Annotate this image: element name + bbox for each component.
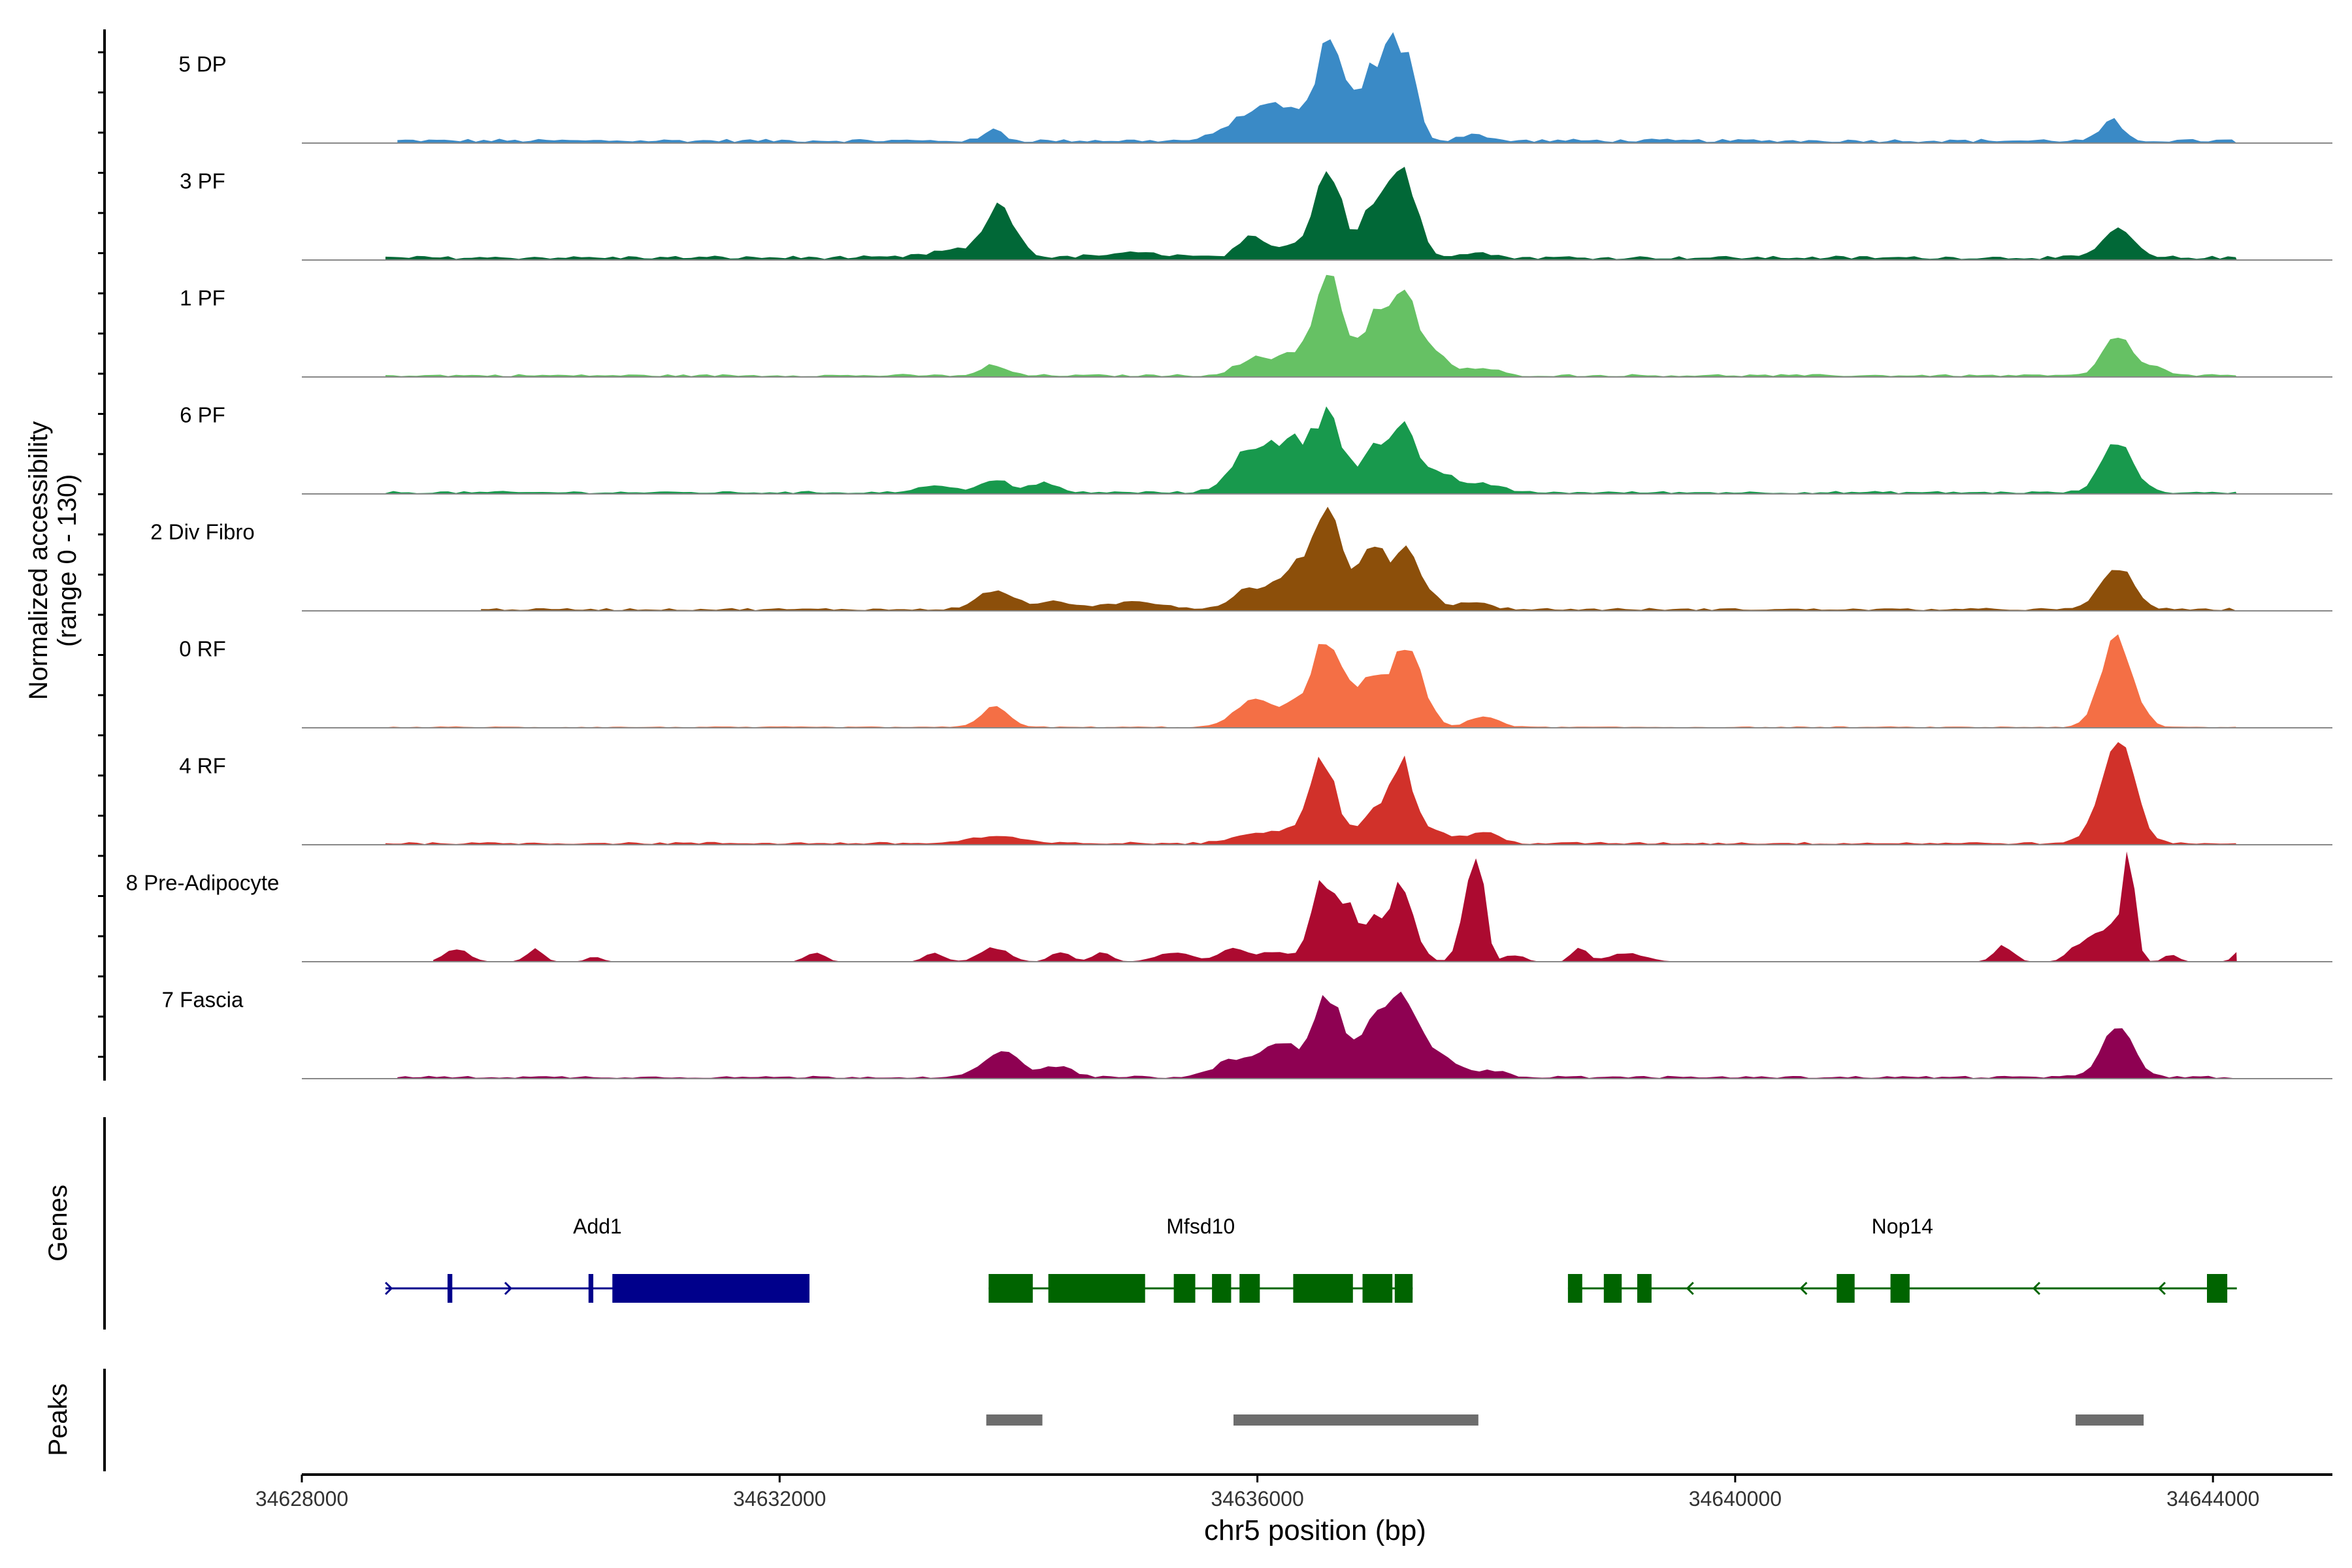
coverage-area [385,274,2237,377]
track-label: 2 Div Fibro [150,520,255,544]
x-tick-label: 34628000 [255,1487,348,1511]
coverage-track: 1 PF [180,274,2332,378]
track-label: 6 PF [180,403,225,427]
peaks-panel-label: Peaks [44,1383,73,1456]
gene-exon [1048,1274,1145,1303]
genes-panel-label: Genes [44,1184,73,1262]
gene-exon [1239,1274,1260,1303]
gene-exon [1603,1274,1622,1303]
coverage-track: 2 Div Fibro [150,506,2332,612]
x-axis-title: chr5 position (bp) [1204,1514,1426,1546]
x-tick-label: 34632000 [733,1487,826,1511]
gene-exon [1837,1274,1855,1303]
gene-exon [1394,1274,1413,1303]
gene-exon [1362,1274,1393,1303]
gene-exon [612,1274,809,1303]
track-label: 1 PF [180,286,225,310]
gene-exon [1212,1274,1232,1303]
coverage-track: 5 DP [178,32,2332,144]
coverage-track: 4 RF [179,742,2332,845]
track-label: 5 DP [178,52,226,76]
gene-exon [1567,1274,1582,1303]
x-axis: 34628000 34632000 34636000 34640000 34644000 [255,1473,2332,1511]
track-label: 0 RF [179,637,226,661]
coverage-area [481,506,2237,611]
coverage-area [385,167,2237,260]
strand-arrow-icon [2157,1281,2166,1296]
y-axis-title-line1: Normalized accessibility [24,421,53,700]
coverage-track: 7 Fascia [162,988,2332,1079]
gene-exon [1637,1274,1652,1303]
peak-region [2075,1414,2144,1426]
strand-arrow-icon [1799,1281,1808,1296]
coverage-tracks: 5 DP 3 PF 1 PF 6 PF 2 Div Fibro 0 RF 4 RF 8 Pre… [126,32,2332,1079]
gene-exon [1293,1274,1353,1303]
gene-exon [988,1274,1033,1303]
gene-label: Add1 [573,1215,622,1238]
gene-model: Mfsd10 [988,1215,1413,1303]
track-label: 4 RF [179,754,226,778]
gene-exon [588,1274,594,1303]
coverage-area [385,634,2237,728]
coverage-area [397,991,2237,1079]
coverage-area [433,851,2237,962]
coverage-track: 6 PF [180,403,2332,495]
coverage-area [385,406,2237,494]
x-tick-label: 34636000 [1211,1487,1303,1511]
strand-arrow-icon [1686,1281,1694,1296]
strand-arrow-icon [504,1281,513,1296]
gene-exon [448,1274,453,1303]
coverage-area [385,742,2237,845]
gene-exon [1173,1274,1196,1303]
track-label: 3 PF [180,169,225,193]
gene-exon [1890,1274,1910,1303]
coverage-track: 8 Pre-Adipocyte [126,851,2332,962]
peak-regions-track [986,1414,2144,1426]
coverage-y-axis [98,29,106,1081]
coverage-area [397,32,2237,143]
track-label: 7 Fascia [162,988,244,1012]
gene-label: Mfsd10 [1166,1215,1235,1238]
gene-model: Add1 [385,1215,809,1303]
x-tick-label: 34640000 [1689,1487,1782,1511]
peak-region [1233,1414,1478,1426]
gene-label: Nop14 [1872,1215,1933,1238]
coverage-track: 3 PF [180,167,2332,261]
peak-region [986,1414,1043,1426]
y-axis-title-line2: (range 0 - 130) [53,474,82,647]
gene-model: Nop14 [1567,1215,2237,1303]
x-tick-label: 34644000 [2166,1487,2259,1511]
gene-exon [2207,1274,2228,1303]
strand-arrow-icon [385,1281,393,1296]
track-label: 8 Pre-Adipocyte [126,871,280,895]
coverage-track: 0 RF [179,634,2332,728]
strand-arrow-icon [2032,1281,2041,1296]
gene-annotation-track: Add1 Mfsd10 Nop14 [385,1215,2237,1303]
